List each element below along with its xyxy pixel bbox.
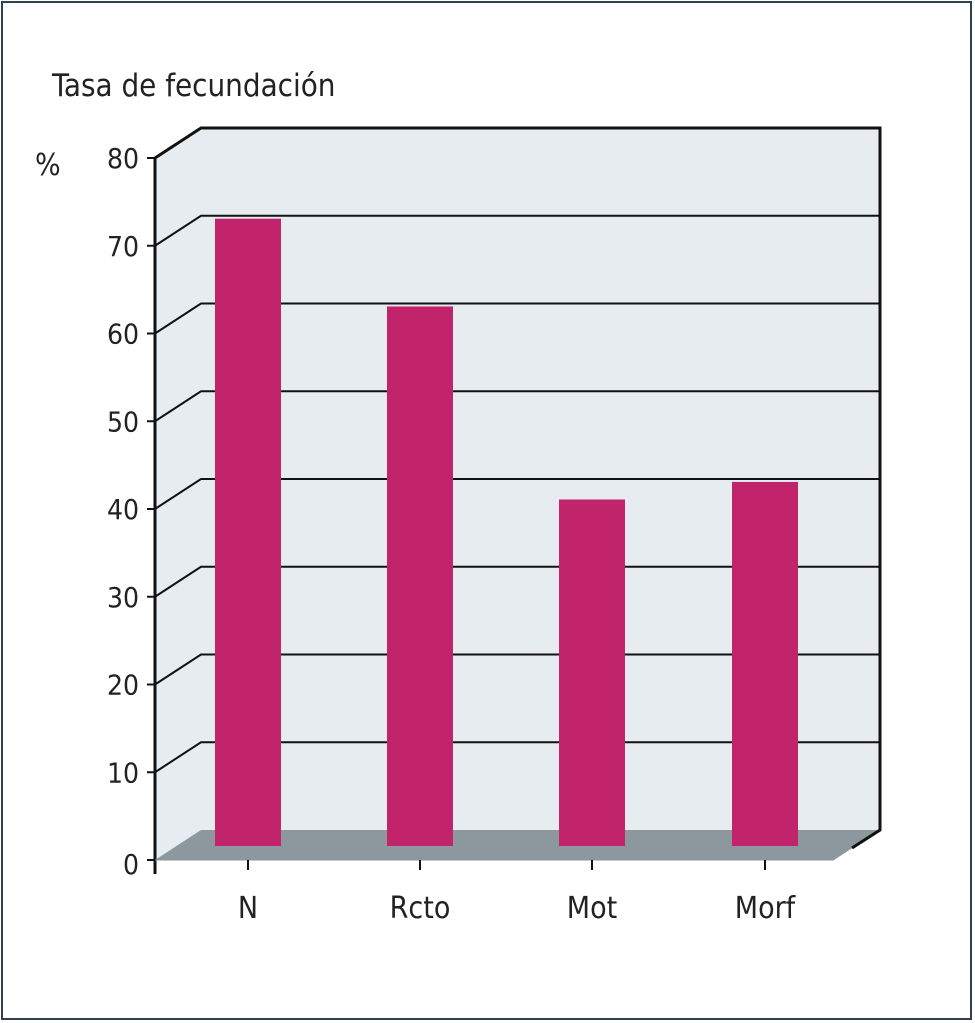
x-tick-label: N bbox=[238, 891, 258, 926]
bar bbox=[732, 481, 798, 846]
floor bbox=[155, 830, 880, 860]
back-wall bbox=[155, 128, 880, 860]
bar bbox=[215, 218, 281, 846]
bar bbox=[559, 499, 625, 846]
y-tick-label: 30 bbox=[107, 581, 139, 614]
y-tick-label: 50 bbox=[107, 405, 139, 438]
chart-title: Tasa de fecundación bbox=[51, 68, 335, 104]
x-tick-label: Rcto bbox=[390, 891, 451, 926]
y-tick-label: 60 bbox=[107, 318, 139, 351]
y-tick-label: 0 bbox=[123, 848, 139, 881]
gridline bbox=[154, 302, 880, 335]
y-tick-label: 40 bbox=[107, 493, 139, 526]
y-tick-label: 80 bbox=[107, 142, 139, 175]
y-tick-label: 10 bbox=[107, 756, 139, 789]
box-outline bbox=[154, 126, 882, 850]
gridline bbox=[154, 653, 880, 686]
x-tick-label: Mot bbox=[567, 891, 617, 926]
x-tick-label: Morf bbox=[735, 891, 797, 926]
gridline bbox=[154, 214, 880, 247]
y-axis-label: % bbox=[35, 148, 61, 183]
bar bbox=[387, 306, 453, 846]
gridline bbox=[154, 565, 880, 598]
y-tick-label: 70 bbox=[107, 230, 139, 263]
gridline bbox=[154, 741, 880, 774]
gridline bbox=[154, 390, 880, 423]
gridline bbox=[154, 478, 880, 510]
y-tick-label: 20 bbox=[107, 669, 139, 702]
